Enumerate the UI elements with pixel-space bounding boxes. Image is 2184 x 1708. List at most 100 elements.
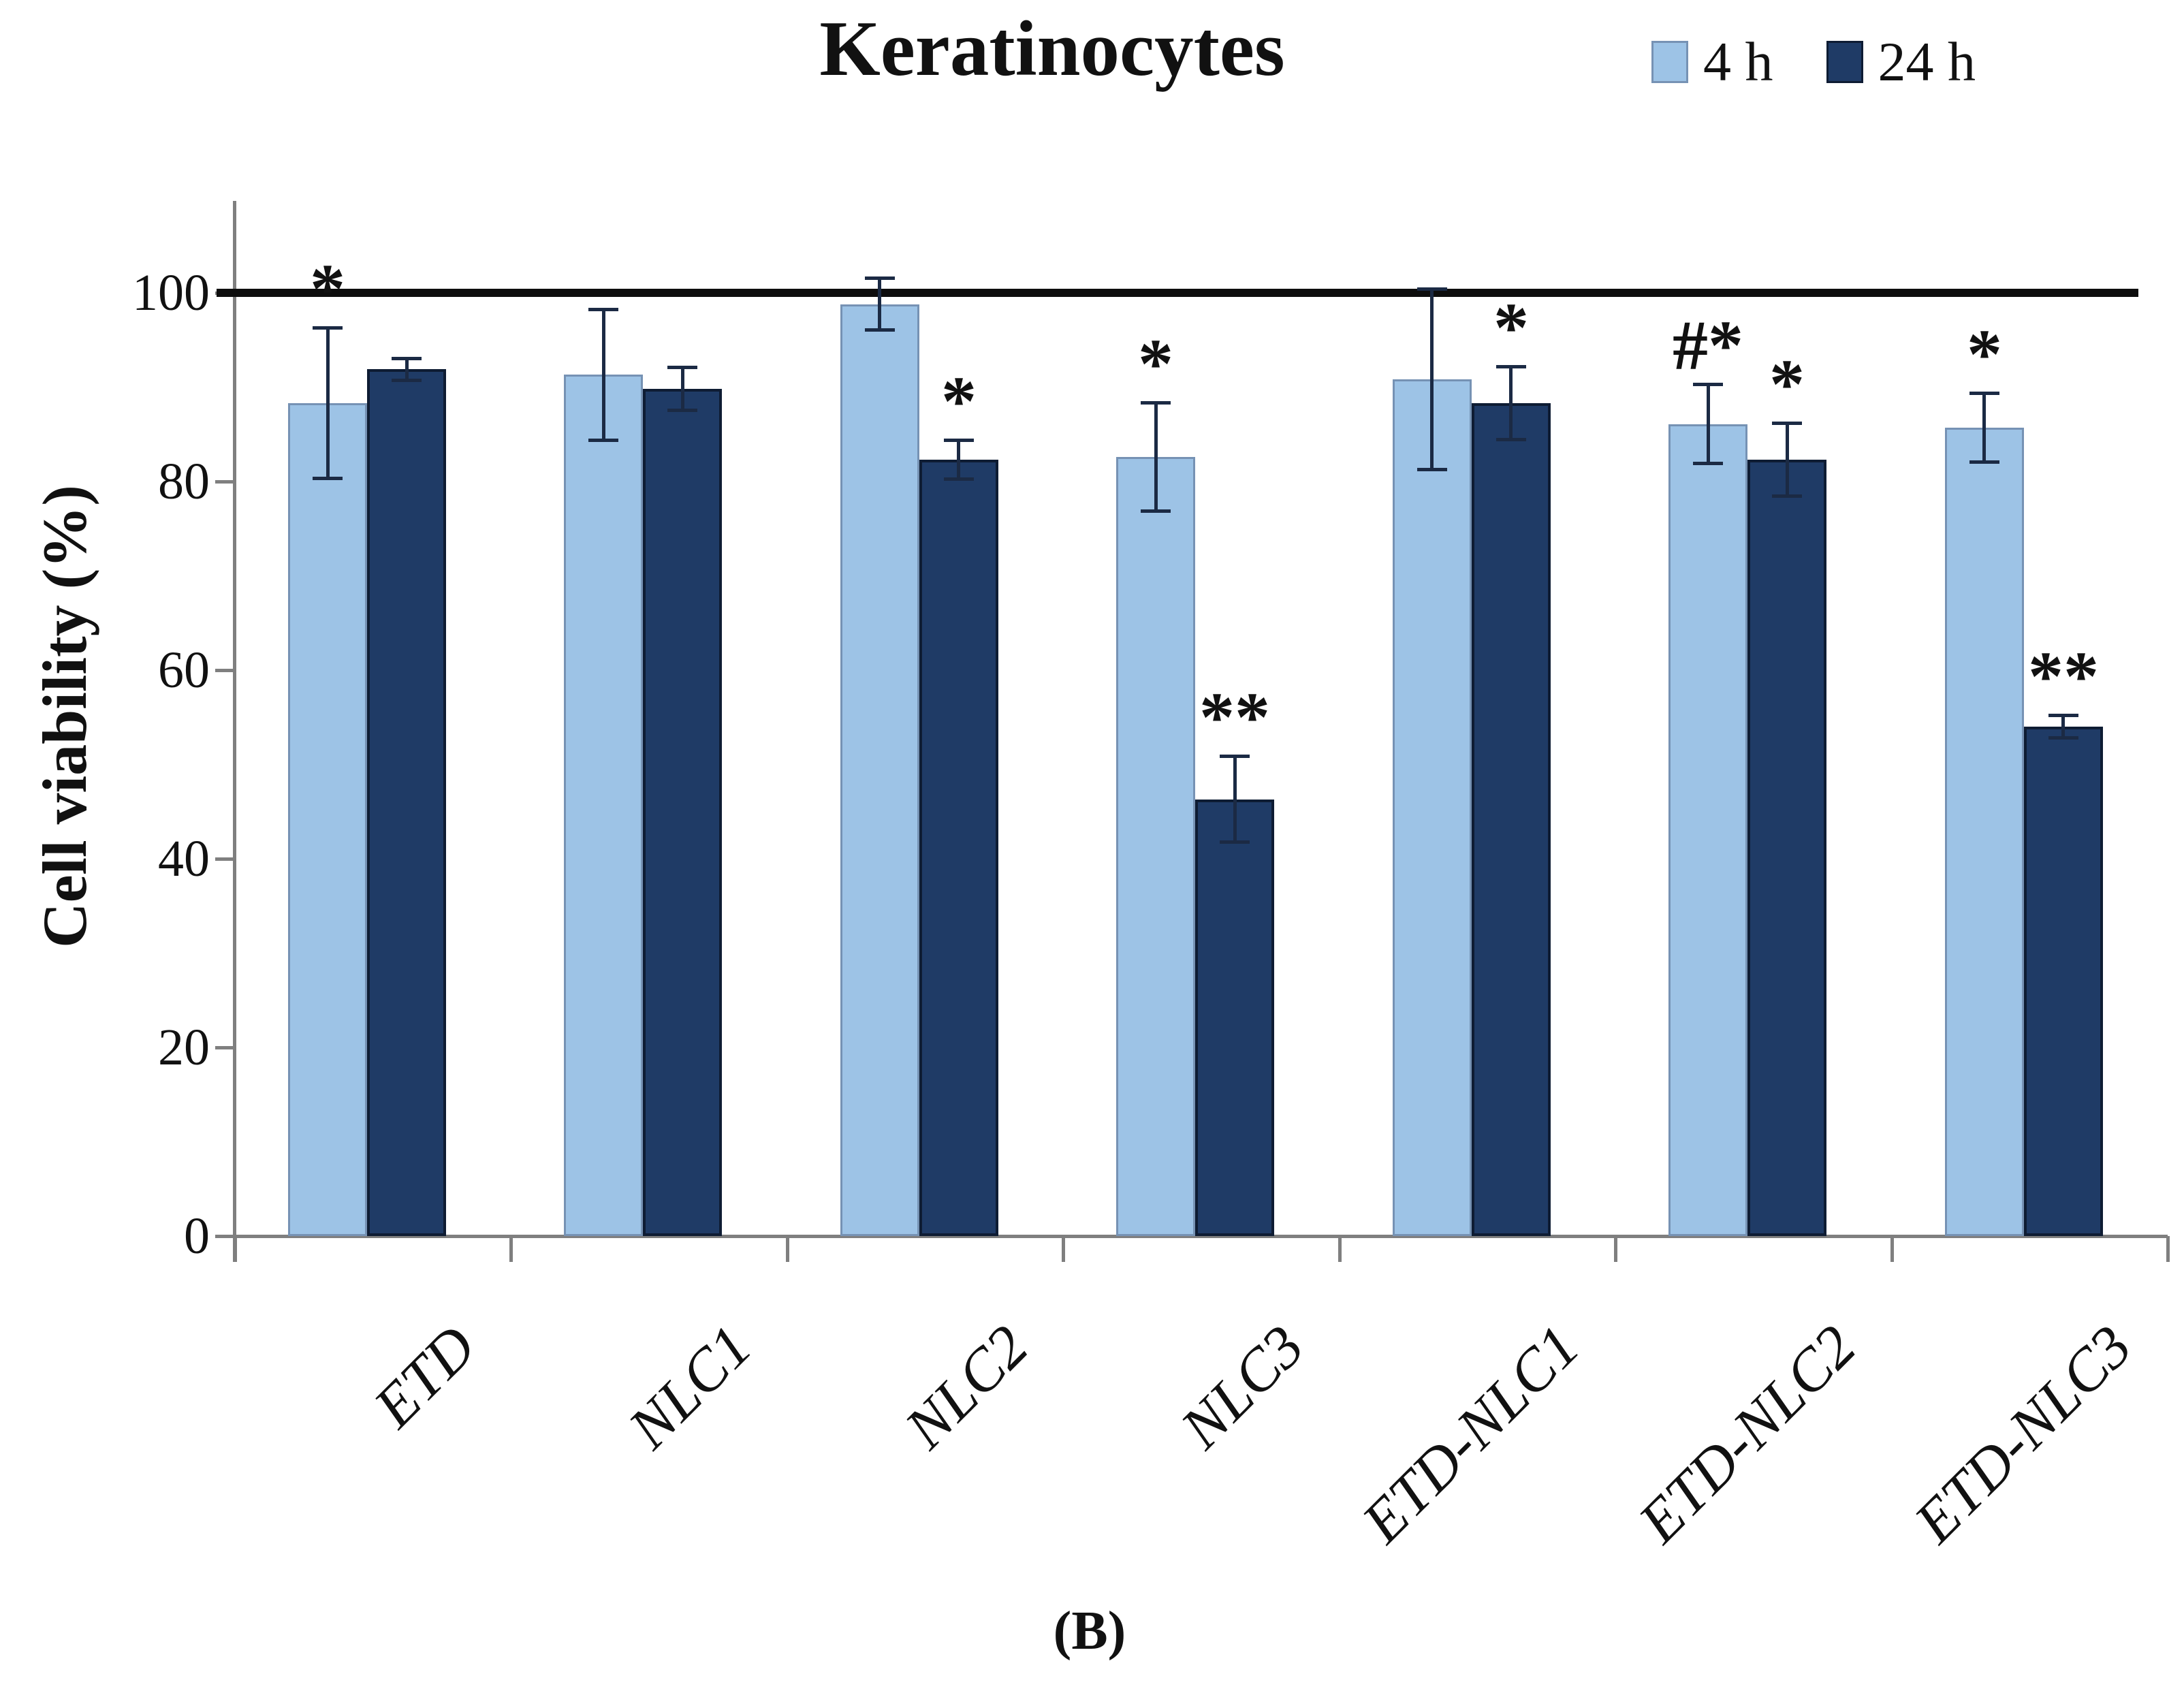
bar-4h-ETD-NLC2 [1668,424,1747,1236]
error-bar-cap-top-24h-ETD-NLC3 [2048,714,2078,717]
error-bar-cap-top-4h-ETD-NLC1 [1417,287,1447,291]
error-bar-cap-bottom-24h-ETD-NLC2 [1772,494,1802,498]
error-bar-line-24h-ETD-NLC1 [1509,366,1513,440]
sig-label-24h-NLC3: ** [1199,678,1270,757]
reference-line-100 [217,289,2138,297]
y-tick-label-60: 60 [158,642,210,699]
error-bar-cap-top-4h-NLC1 [588,308,618,311]
x-category-label-ETD-NLC2: ETD-NLC2 [1626,1313,1869,1556]
x-tick-4 [1338,1236,1342,1262]
error-bar-line-4h-NLC1 [602,309,605,441]
legend-label-24h: 24 h [1878,31,1976,93]
bar-4h-ETD-NLC1 [1393,379,1472,1236]
error-bar-cap-bottom-4h-ETD [313,477,343,480]
error-bar-line-24h-ETD-NLC2 [1786,423,1789,496]
legend: 4 h 24 h [1651,34,1976,90]
error-bar-cap-top-24h-ETD [392,357,422,360]
sig-label-4h-NLC3: * [1138,325,1173,403]
y-tick-label-20: 20 [158,1019,210,1076]
sig-label-24h-ETD-NLC1: * [1493,289,1529,367]
error-bar-cap-top-4h-ETD-NLC2 [1693,383,1723,386]
bar-24h-ETD-NLC2 [1747,460,1826,1236]
error-bar-cap-bottom-24h-NLC1 [667,409,697,412]
y-tick-label-80: 80 [158,453,210,510]
error-bar-cap-top-24h-NLC2 [944,439,974,442]
bar-24h-NLC2 [919,460,998,1236]
error-bar-line-24h-NLC2 [957,440,960,479]
sig-label-24h-NLC2: * [941,362,977,441]
bar-4h-ETD [288,403,367,1236]
bar-24h-ETD-NLC3 [2024,727,2103,1236]
error-bar-cap-bottom-24h-ETD-NLC3 [2048,736,2078,740]
legend-swatch-4h [1651,41,1688,83]
y-tick-label-100: 100 [132,264,210,321]
bar-24h-ETD [367,369,446,1236]
sig-label-4h-ETD: * [310,250,345,328]
error-bar-cap-bottom-4h-ETD-NLC1 [1417,468,1447,471]
x-category-label-ETD-NLC3: ETD-NLC3 [1902,1313,2145,1556]
x-category-label-NLC3: NLC3 [1168,1313,1317,1461]
x-axis-line [215,1235,2168,1238]
error-bar-line-4h-NLC2 [878,278,881,331]
error-bar-cap-top-4h-ETD-NLC3 [1969,392,1999,395]
error-bar-cap-bottom-4h-NLC1 [588,439,618,442]
bar-4h-ETD-NLC3 [1945,428,2024,1236]
error-bar-cap-bottom-24h-ETD-NLC1 [1496,438,1526,441]
legend-item-4h: 4 h [1651,34,1773,90]
error-bar-cap-top-4h-NLC3 [1141,401,1171,405]
y-axis-line [233,201,236,1262]
error-bar-cap-bottom-24h-NLC3 [1220,840,1250,844]
x-tick-6 [1890,1236,1894,1262]
sig-label-24h-ETD-NLC3: ** [2028,637,2099,716]
bar-4h-NLC1 [564,375,643,1236]
error-bar-line-24h-ETD [405,358,409,381]
legend-label-4h: 4 h [1703,31,1773,93]
y-tick-label-40: 40 [158,830,210,887]
x-category-label-ETD: ETD [361,1313,489,1440]
y-tick-60 [215,669,235,672]
sig-label-4h-ETD-NLC2: #* [1673,306,1743,385]
error-bar-cap-top-24h-ETD-NLC1 [1496,365,1526,368]
bar-4h-NLC3 [1116,457,1195,1236]
error-bar-cap-top-4h-NLC2 [865,276,895,280]
error-bar-line-4h-ETD [326,328,330,479]
x-tick-2 [786,1236,789,1262]
legend-swatch-24h [1826,41,1863,83]
error-bar-line-24h-NLC1 [681,367,684,411]
legend-item-24h: 24 h [1826,34,1976,90]
x-category-label-NLC1: NLC1 [616,1313,765,1461]
bar-24h-NLC1 [643,389,722,1236]
chart-title: Keratinocytes [819,5,1285,92]
x-tick-3 [1062,1236,1065,1262]
y-tick-40 [215,857,235,861]
error-bar-cap-bottom-4h-ETD-NLC3 [1969,460,1999,464]
x-category-label-NLC2: NLC2 [892,1313,1041,1461]
bar-4h-NLC2 [840,304,919,1236]
error-bar-line-4h-ETD-NLC2 [1707,384,1710,463]
error-bar-cap-top-24h-NLC1 [667,366,697,369]
error-bar-cap-bottom-24h-NLC2 [944,477,974,481]
x-tick-5 [1614,1236,1617,1262]
error-bar-cap-bottom-4h-ETD-NLC2 [1693,462,1723,465]
y-tick-80 [215,480,235,484]
y-tick-label-0: 0 [184,1207,210,1265]
x-tick-7 [2166,1236,2170,1262]
error-bar-cap-top-4h-ETD [313,326,343,330]
sig-label-4h-ETD-NLC3: * [1967,315,2002,394]
error-bar-line-24h-NLC3 [1233,756,1237,842]
y-tick-20 [215,1046,235,1049]
x-tick-1 [509,1236,513,1262]
x-tick-0 [234,1236,237,1262]
error-bar-cap-bottom-24h-ETD [392,379,422,382]
error-bar-line-4h-NLC3 [1154,402,1158,512]
error-bar-cap-top-24h-ETD-NLC2 [1772,422,1802,425]
error-bar-cap-bottom-4h-NLC2 [865,328,895,332]
x-category-label-ETD-NLC1: ETD-NLC1 [1350,1313,1593,1556]
bar-24h-NLC3 [1195,800,1274,1236]
error-bar-line-4h-ETD-NLC1 [1430,289,1434,470]
sig-label-24h-ETD-NLC2: * [1769,345,1805,424]
error-bar-line-24h-ETD-NLC3 [2061,715,2065,738]
y-tick-0 [215,1235,235,1238]
error-bar-cap-bottom-4h-NLC3 [1141,509,1171,513]
